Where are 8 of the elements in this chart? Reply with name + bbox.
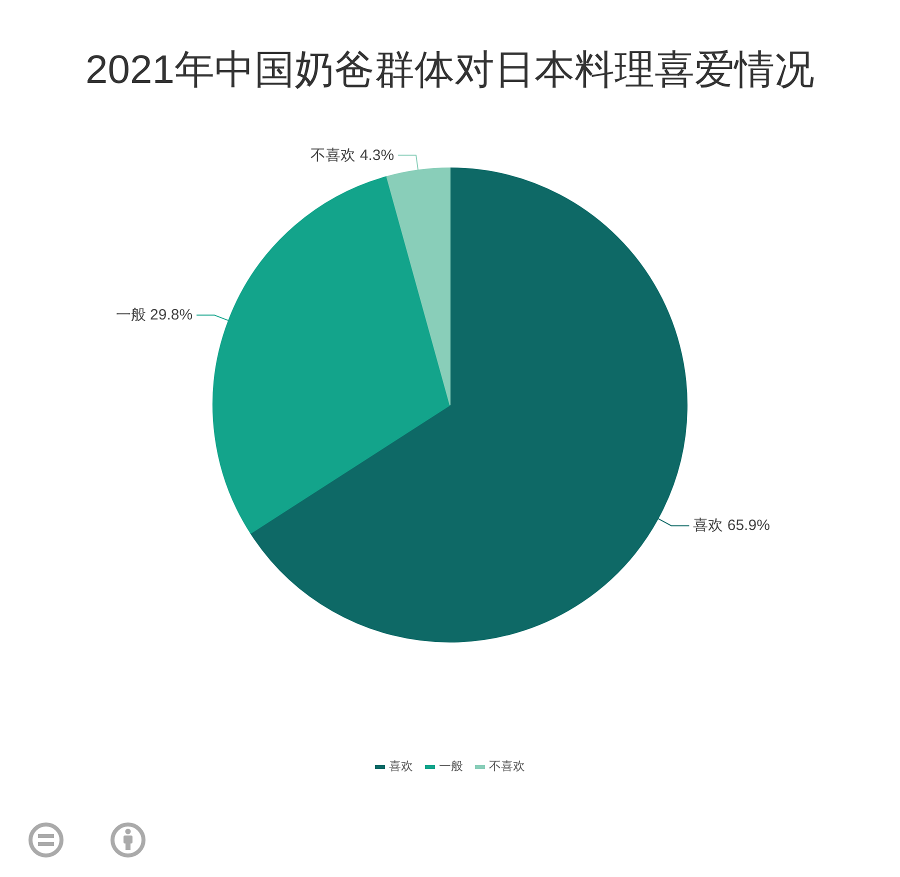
legend-label: 一般 [439, 758, 463, 775]
category-label: 一般 29.8% [116, 306, 193, 324]
pie-slice [250, 168, 688, 642]
chart-title: 2021年中国奶爸群体对日本料理喜爱情况 [84, 47, 816, 94]
legend-label: 不喜欢 [489, 758, 525, 775]
category-label: 不喜欢 4.3% [310, 146, 394, 164]
category-label: 喜欢 65.9% [693, 517, 770, 534]
legend-label: 喜欢 [389, 758, 413, 775]
